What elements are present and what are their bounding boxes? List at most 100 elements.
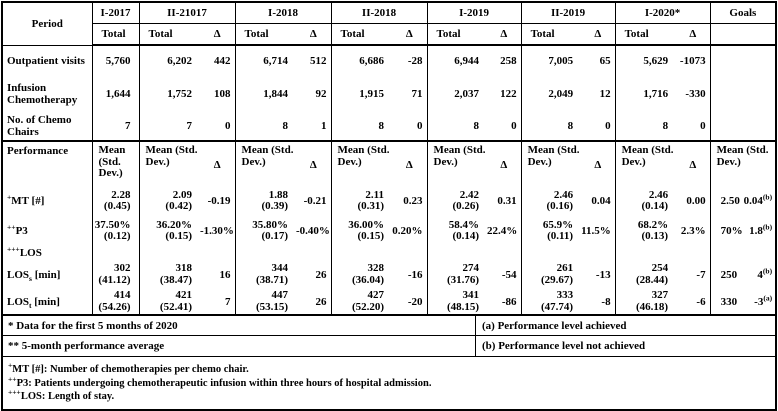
mean-std-cell: 68.2% (0.13) [614,216,677,246]
mean-std-cell: 414 (54.26) [91,289,139,316]
footnote-marker: +++ [8,387,21,397]
row-label: +MT [#] [7,192,45,207]
row-chemo-chairs: No. of Chemo Chairs 7 7 0 8 1 8 0 8 0 8 … [3,111,776,142]
total-cell: 6,714 [234,45,297,76]
col-header-i2018: I-2018 [234,3,332,24]
mean-std-cell: 318 (38.47) [138,260,200,289]
delta-cell: -20 [392,289,428,316]
goals-cell-empty [709,76,776,111]
total-header: Total [234,23,297,46]
footnote-average-note: ** 5-month performance average [3,336,476,356]
mean-std-cell: 2.09 (0.42) [138,186,200,216]
mean-std-cell: 447 (53.15) [234,289,297,316]
mean-std-cell: 2.46 (0.16) [520,186,582,216]
delta-header: Δ [213,159,221,171]
mean-std-cell: 328 (36.04) [330,260,393,289]
delta-cell: 122 [500,87,517,100]
mean-std-cell: 58.4% (0.14) [426,216,488,246]
row-label: No. of Chemo Chairs [3,111,92,142]
mean-std-header: Mean (Std. Dev.) [234,141,297,186]
col-header-ii2019: II-2019 [520,3,616,24]
delta-cell: 71 [411,87,423,100]
mean-std-cell: 261 (29.67) [520,260,582,289]
mean-std-header: Mean (Std. Dev.) [91,141,139,186]
row-label: ++P3 [7,222,28,237]
mean-std-cell: 274 (31.76) [426,260,488,289]
row-los-s: LOSs [min] 302 (41.12) 318 (38.47) 16 344(… [3,260,776,289]
footnote-def-los: +++LOS: Length of stay. [8,387,115,402]
row-p3: ++P3 37.50% (0.12) 36.20% (0.15) -1.30% 35… [3,216,776,246]
row-label: +++LOS [7,246,42,259]
goal-mark: (b) [762,265,773,275]
footnote-data-note: * Data for the first 5 months of 2020 [3,316,476,335]
delta-cell: 26 [315,268,327,281]
delta-header: Δ [200,23,236,46]
total-header: Total [138,23,200,46]
subscript: t [29,300,32,310]
mean-std-cell: 2.28 (0.45) [91,186,139,216]
footnote-not-achieved: (b) Performance level not achieved [482,340,646,352]
col-header-ii21017: II-21017 [138,3,236,24]
goals-cell: 330 -3(a) [709,289,776,316]
total-cell: 6,202 [138,45,200,76]
header-row-periods: Period I-2017 II-21017 I-2018 II-2018 I-… [3,3,776,46]
delta-header: Δ [676,23,711,46]
row-label: Infusion Chemotherapy [7,81,78,106]
mean-std-cell: 36.00% (0.15) [330,216,393,246]
delta-cell: -86 [487,289,522,316]
footnote-marker: +++ [7,246,20,254]
footnote-row-data: * Data for the first 5 months of 2020 (a… [3,316,775,336]
col-header-i2020: I-2020* [614,3,711,24]
delta-cell: 258 [500,55,517,67]
total-cell: 7 [91,111,139,142]
delta-cell: 65 [599,55,611,67]
delta-cell: 7 [200,289,236,316]
delta-header: Δ [689,159,697,171]
delta-cell: 0.04 [591,195,611,207]
period-header-cell: Period [3,3,92,46]
goals-subheader-empty [709,23,776,46]
goal-delta: 4(b) [757,265,773,281]
delta-cell: 0 [392,111,428,142]
total-cell: 5,760 [91,45,139,76]
data-table: Period I-2017 II-21017 I-2018 II-2018 I-… [3,3,776,316]
goals-cell: 250 4(b) [709,260,776,289]
delta-cell: -8 [581,289,616,316]
mean-std-header: Mean (Std. Dev.) [138,141,200,186]
delta-cell: -13 [595,268,611,281]
delta-cell: -6 [676,289,711,316]
header-row-subcolumns: Total Total Δ Total Δ Total Δ Total Δ To… [3,23,776,46]
total-header: Total [520,23,582,46]
total-cell: 6,686 [330,45,393,76]
total-cell: 8 [426,111,488,142]
mean-std-header: Mean (Std. Dev.) [426,141,488,186]
delta-cell: 0.20% [392,225,423,237]
goals-mean-std-header: Mean (Std. Dev.) [709,141,776,186]
total-cell: 7 [138,111,200,142]
total-cell: 2,037 [426,76,488,111]
delta-cell: 1 [296,111,332,142]
footnote-achieved: (a) Performance level achieved [482,319,627,332]
goals-header-cell: Goals [709,3,776,24]
footnote-marker: ++ [8,374,17,383]
mean-std-cell: 2.46 (0.14) [614,186,677,216]
total-cell: 5,629 [614,45,677,76]
mean-std-header: Mean (Std. Dev.) [614,141,677,186]
total-cell: 8 [520,111,582,142]
total-header: Total [614,23,677,46]
col-header-i2017: I-2017 [91,3,139,24]
delta-cell: 11.5% [581,225,611,237]
col-header-ii2018: II-2018 [330,3,428,24]
goal-value: 330 [720,295,738,308]
goals-cell-empty [709,45,776,76]
total-cell: 7,005 [520,45,582,76]
total-header: Total [91,23,139,46]
mean-std-cell: 65.9% (0.11) [520,216,582,246]
delta-cell: -0.19 [207,195,231,207]
delta-header: Δ [405,159,413,171]
goals-cell-empty [709,111,776,142]
delta-cell: -7 [696,268,706,281]
total-cell: 1,644 [91,76,139,111]
row-infusion-chemotherapy: Infusion Chemotherapy 1,644 1,752 108 1,… [3,76,776,111]
